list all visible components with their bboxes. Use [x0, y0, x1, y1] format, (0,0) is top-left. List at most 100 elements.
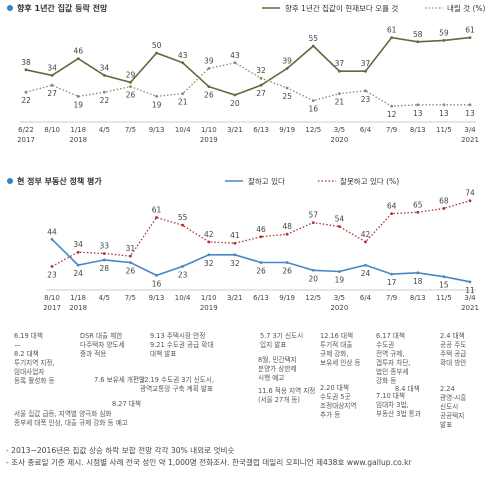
annotation-dsr: DSR 대출 제한 다주택자 양도세 중과 적용: [80, 332, 125, 358]
annotation-2-24: 2.24 광명·시흥 신도시 공공택지 발표: [440, 385, 467, 429]
series-2-point: [468, 199, 472, 203]
series-1-data-label: 26: [126, 267, 136, 276]
series-2-point: [128, 254, 132, 258]
series-1-point: [338, 69, 341, 73]
series-1-data-label: 34: [100, 63, 110, 72]
x-year-label: 2020: [330, 136, 348, 144]
series-1-data-label: 18: [413, 277, 423, 286]
x-tick-label: 9/19: [279, 126, 295, 134]
x-year-label: 2021: [461, 136, 479, 144]
series-1-point: [416, 40, 420, 44]
series-2-data-label: 13: [413, 109, 423, 118]
chart2-title-bullet: [7, 178, 13, 184]
series-1-point: [155, 274, 158, 277]
x-tick-label: 10/4: [175, 294, 191, 302]
x-tick-label: 4/5: [99, 294, 110, 302]
series-2-data-label: 26: [126, 91, 136, 100]
x-tick-label: 7/5: [125, 126, 136, 134]
chart2-plot: 8/10 1/18 4/5 7/5 9/13 10/4 1/10 3/21 6/13 9/19 12…: [43, 189, 479, 312]
series-1-data-label: 19: [335, 276, 345, 285]
annotation-12-16: 12.16 대책 투기적 대출 규제 강화, 보유세 인상 등: [320, 332, 361, 367]
annotation-august: 8월, 민간택지 분양가 상한제 시행 예고: [258, 356, 297, 382]
series-1-point: [442, 39, 446, 42]
series-1-data-label: 24: [361, 269, 371, 278]
chart2-legend-solid-label: 잘하고 있다: [248, 176, 285, 186]
series-1-data-label: 27: [256, 89, 266, 98]
x-tick-label: 11/5: [436, 294, 452, 302]
series-2-data-label: 13: [465, 109, 475, 118]
series-1-point: [390, 36, 394, 39]
series-1-point: [390, 272, 394, 276]
x-year-label: 2019: [200, 136, 218, 144]
series-1-point: [128, 261, 132, 264]
chart1-plot: 6/22 8/10 1/18 4/5 7/5 9/13 10/4 1/10 3/21 6/13 9/…: [17, 26, 479, 144]
series-2-data-label: 23: [47, 270, 57, 279]
series-1-data-label: 24: [73, 269, 83, 278]
footer-notes: - 2013~2016년은 집값 상승 하락 보합 전망 각각 30% 내외로 …: [6, 445, 496, 469]
x-tick-label: 4/5: [99, 126, 110, 134]
series-2-point: [416, 103, 420, 107]
x-year-label: 2018: [69, 136, 87, 144]
chart2-title: 현 정부 부동산 정책 평가: [17, 176, 102, 186]
series-2-point: [285, 232, 289, 236]
chart1-legend-solid-label: 향후 1년간 집값이 현재보다 오를 것: [285, 3, 398, 13]
x-tick-label: 6/13: [253, 126, 269, 134]
x-tick-label: 3/4: [464, 126, 476, 134]
series-2-data-label: 19: [73, 100, 83, 109]
x-tick-label: 8/10: [44, 294, 60, 302]
series-2-data-label: 27: [47, 89, 57, 98]
series-1-data-label: 46: [73, 47, 83, 56]
x-tick-label: 7/9: [386, 294, 397, 302]
x-tick-label: 6/13: [253, 294, 269, 302]
chart1-legend-dotted-label: 내릴 것 (%): [447, 3, 486, 13]
series-1-data-label: 28: [99, 264, 109, 273]
series-1-data-label: 61: [387, 26, 397, 35]
series-1-data-label: 26: [256, 267, 266, 276]
series-1-data-label: 50: [152, 41, 162, 50]
series-2-data-label: 21: [178, 98, 188, 107]
series-1-data-label: 26: [204, 91, 214, 100]
series-1-data-label: 55: [309, 34, 319, 43]
series-1-data-label: 37: [335, 59, 345, 68]
series-2-point: [129, 85, 132, 88]
series-1-point: [468, 280, 472, 284]
series-1-data-label: 16: [152, 279, 162, 288]
series-1-point: [76, 57, 80, 60]
series-2-point: [442, 207, 446, 210]
footer-note-1: - 2013~2016년은 집값 상승 하락 보합 전망 각각 30% 내외로 …: [6, 446, 235, 455]
series-1-point: [285, 67, 289, 70]
series-1-point: [50, 237, 54, 241]
chart1-title: 향후 1년간 집값 등락 전망: [17, 3, 108, 13]
series-2-point: [181, 92, 185, 95]
series-1-point: [442, 275, 446, 279]
series-2-data-label: 54: [335, 214, 345, 223]
series-2-point: [50, 264, 54, 268]
series-1-point: [181, 61, 185, 65]
series-2-data-label: 61: [152, 205, 162, 214]
series-2-data-label: 42: [361, 230, 371, 239]
annotation-2-4: 2.4 대책 공공 주도 주택 공급 확대 방안: [440, 332, 467, 367]
x-tick-label: 3/4: [464, 294, 476, 302]
series-2-point: [24, 90, 28, 94]
x-tick-label: 12/5: [305, 126, 321, 134]
annotation-seoul-surge: 서울 집값 급등, 지역별 양극화 심화 종부세 대폭 인상, 대출 규제 강화…: [14, 410, 128, 427]
footer-note-2: - 조사 종료일 기준 제시. 시점별 사례 전국 성인 약 1,000명 전화…: [6, 458, 412, 467]
series-1-data-label: 11: [465, 286, 475, 295]
series-2-point: [76, 250, 80, 254]
series-2-point: [416, 210, 420, 214]
series-2-point: [311, 221, 315, 225]
series-1-data-label: 37: [361, 59, 371, 68]
series-2-point: [181, 223, 185, 227]
x-tick-label: 8/13: [410, 126, 426, 134]
x-tick-label: 1/18: [70, 294, 86, 302]
x-tick-label: 9/13: [149, 294, 165, 302]
series-2-point: [338, 92, 341, 95]
series-2-data-label: 22: [100, 96, 110, 105]
x-year-label: 2021: [461, 304, 479, 312]
series-1-data-label: 23: [178, 270, 188, 279]
x-year-label: 2017: [43, 304, 61, 312]
x-tick-label: 6/4: [360, 126, 372, 134]
x-tick-label: 6/4: [360, 294, 372, 302]
x-tick-label: 8/13: [410, 294, 426, 302]
series-2-point: [155, 95, 158, 98]
